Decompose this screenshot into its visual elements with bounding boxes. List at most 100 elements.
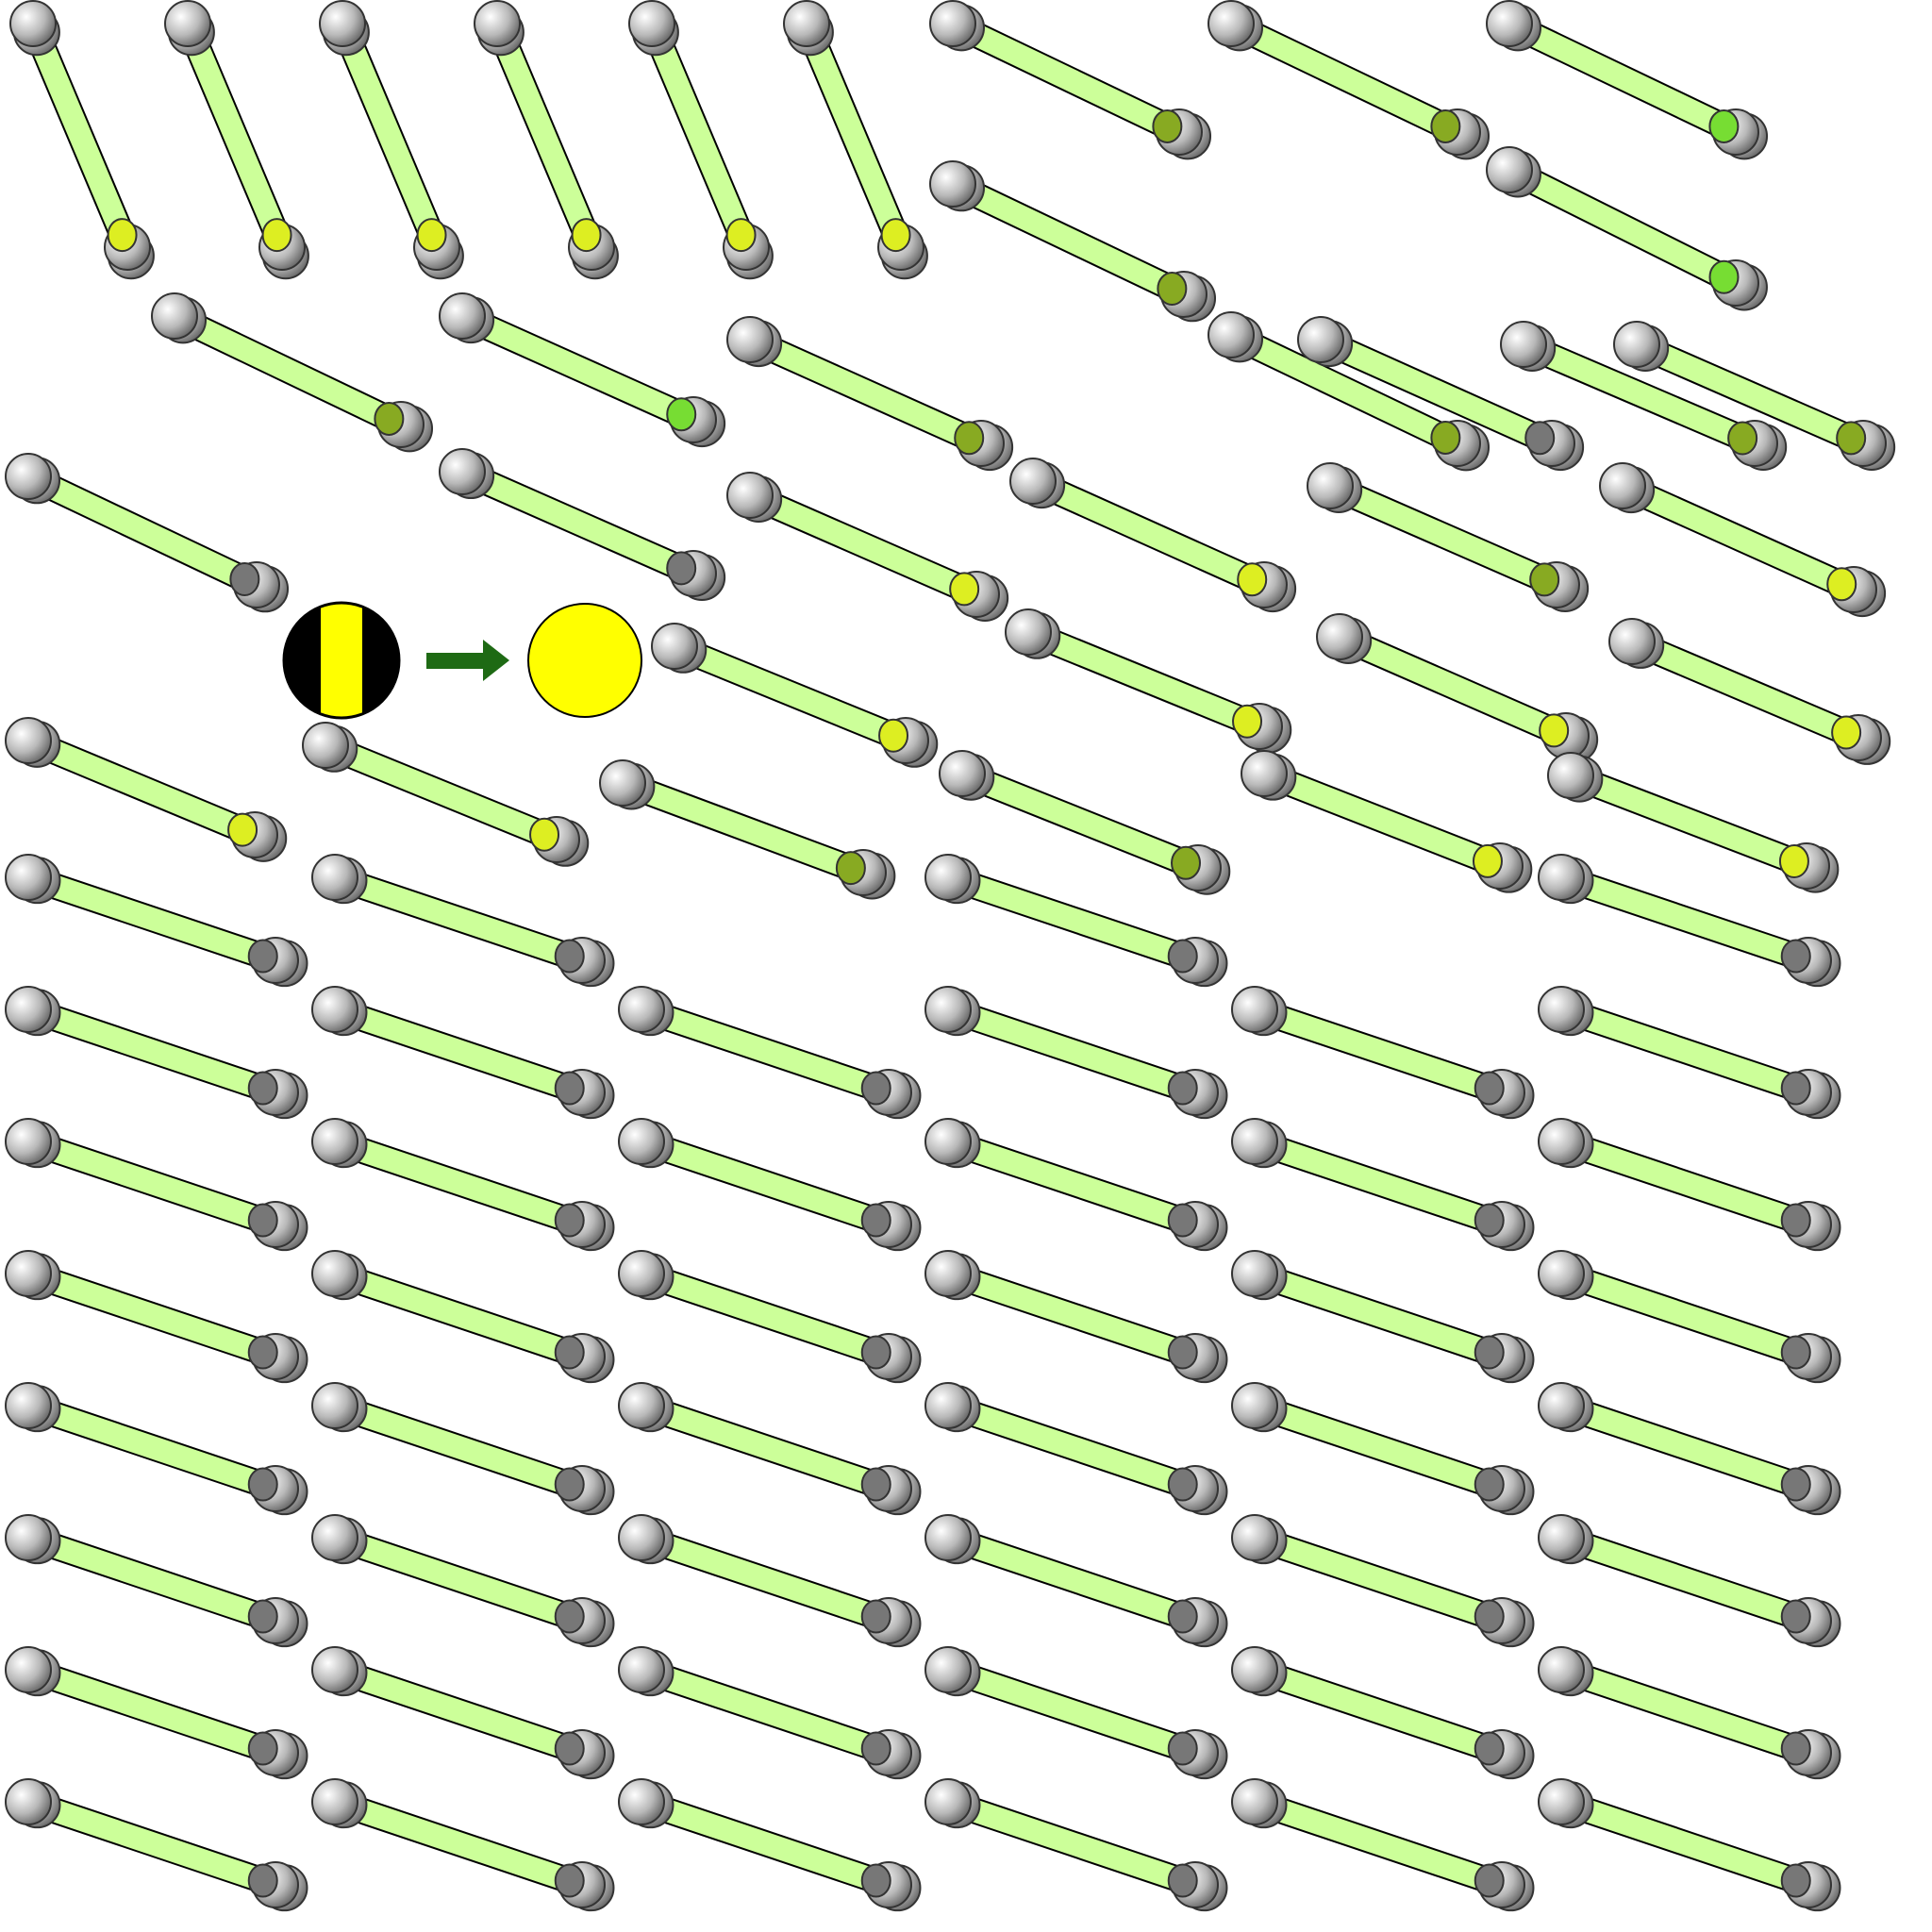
rod-end-marker	[261, 218, 292, 253]
rod-tube	[1556, 864, 1814, 974]
rod-cap	[474, 0, 521, 47]
rod-tube	[329, 1392, 588, 1502]
rod-cap	[5, 986, 52, 1033]
rod	[929, 0, 1212, 160]
rod-end-marker	[954, 421, 985, 456]
rod-end-marker	[1472, 843, 1503, 878]
rod-tube	[1556, 1260, 1814, 1370]
rod-cap	[1486, 146, 1533, 193]
rod-end-marker	[1708, 259, 1740, 294]
rod-cap	[1231, 986, 1278, 1033]
rod-cap	[311, 1118, 358, 1165]
rod-cap	[1231, 1778, 1278, 1825]
rod-cap	[1538, 1514, 1585, 1561]
rod	[1538, 1646, 1841, 1780]
rod-end-marker	[229, 561, 260, 596]
rod-cap	[1547, 752, 1594, 799]
rod-end-marker	[554, 1731, 585, 1766]
rod-end-marker	[247, 1335, 278, 1370]
rod-end-marker	[1167, 1071, 1198, 1106]
rod-cap	[651, 623, 698, 670]
rod-cap	[311, 1382, 358, 1429]
rod-cap	[311, 1514, 358, 1561]
rod	[618, 1646, 922, 1780]
rod	[1231, 1646, 1535, 1780]
rod-tube	[23, 996, 281, 1106]
rod-end-marker	[949, 572, 980, 607]
yellow-disc-icon	[527, 603, 642, 718]
rod-end-marker	[1232, 704, 1263, 739]
rod	[628, 0, 774, 280]
black-yellow-striped-disc-icon	[282, 601, 401, 720]
rod-cap	[924, 986, 972, 1033]
rod-tube	[1249, 996, 1507, 1106]
rod-end-marker	[554, 1599, 585, 1634]
rod	[5, 1118, 308, 1252]
rod	[1231, 1514, 1535, 1648]
rod-end-marker	[554, 939, 585, 974]
rod-cap	[929, 0, 976, 47]
rod-cap	[5, 1646, 52, 1693]
rod	[1538, 1778, 1841, 1912]
rod-end-marker	[1780, 1731, 1811, 1766]
rod-end-marker	[554, 1467, 585, 1502]
rod-tube	[329, 996, 588, 1106]
rod-end-marker	[1524, 421, 1556, 456]
rod-cap	[1538, 1646, 1585, 1693]
rod-tube	[636, 1789, 894, 1898]
rod-cap	[939, 750, 986, 797]
rod	[5, 453, 290, 613]
right-arrow-icon	[426, 640, 509, 681]
rod-end-marker	[1167, 1731, 1198, 1766]
rod	[1538, 1250, 1841, 1384]
rod-cap	[9, 0, 57, 47]
rod-end-marker	[1167, 1203, 1198, 1238]
rod-cap	[1208, 0, 1255, 47]
rod	[1208, 311, 1491, 472]
rod-cap	[924, 1382, 972, 1429]
rod	[924, 854, 1228, 988]
rod-cap	[311, 1778, 358, 1825]
rod	[1538, 1514, 1841, 1648]
rod-tube	[329, 1260, 588, 1370]
rod-end-marker	[1727, 421, 1758, 456]
rod	[1297, 316, 1585, 472]
rod	[618, 1250, 922, 1384]
rod-tube	[636, 1657, 894, 1766]
rod-end-marker	[1171, 845, 1202, 880]
rod-cap	[1486, 0, 1533, 47]
rod	[924, 1250, 1228, 1384]
rod	[1316, 613, 1599, 764]
rod-tube	[23, 1789, 281, 1898]
rod	[311, 854, 615, 988]
rod-end-marker	[725, 218, 757, 253]
rod	[5, 1646, 308, 1780]
rod	[311, 986, 615, 1120]
rod	[1005, 608, 1292, 754]
rod-tube	[942, 996, 1201, 1106]
rod	[5, 854, 308, 988]
rod-tube	[942, 1260, 1201, 1370]
rod	[319, 0, 464, 280]
rod	[5, 1514, 308, 1648]
rod-tube	[636, 1392, 894, 1502]
marker-legend	[282, 601, 642, 720]
rod-tube	[1249, 1524, 1507, 1634]
rod	[5, 1382, 308, 1516]
rod-end-marker	[1474, 1731, 1505, 1766]
rod-end-marker	[1780, 1863, 1811, 1898]
rod-cap	[5, 1118, 52, 1165]
rod-tube	[1249, 1128, 1507, 1238]
rod-end-marker	[416, 218, 447, 253]
rod-cap	[311, 1646, 358, 1693]
rod-cap	[1538, 854, 1585, 901]
rod-cap	[628, 0, 675, 47]
rod-tube	[1249, 1260, 1507, 1370]
rod-cap	[618, 1646, 665, 1693]
rod-cap	[151, 292, 198, 340]
rod-cap	[5, 1778, 52, 1825]
rod-cap	[1538, 1382, 1585, 1429]
rod-cap	[439, 448, 486, 495]
rod-end-marker	[1474, 1203, 1505, 1238]
rod-tube	[23, 1524, 281, 1634]
